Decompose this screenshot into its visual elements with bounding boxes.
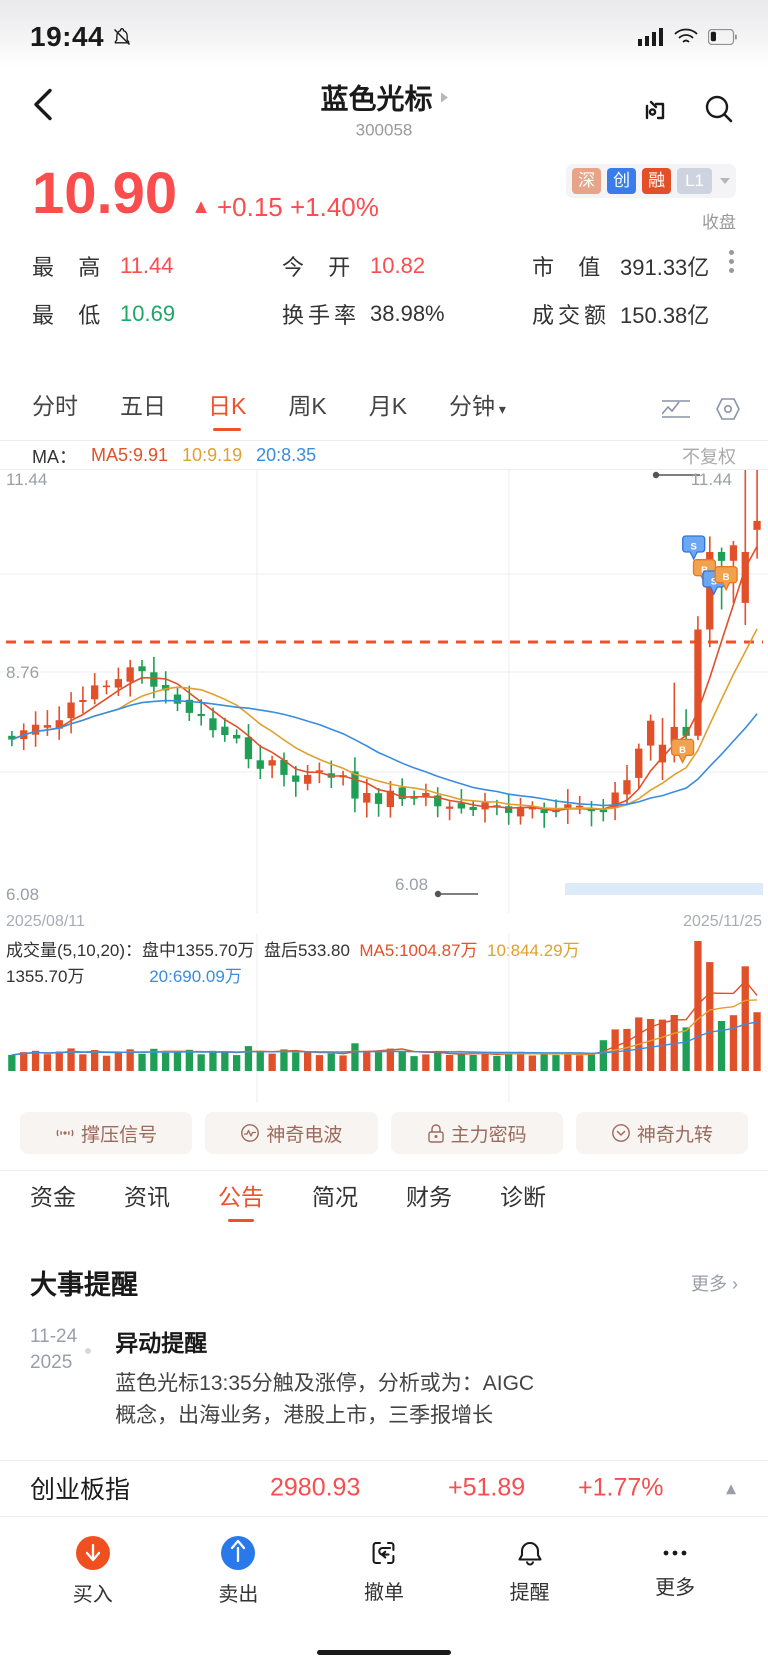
svg-text:B: B [679, 745, 686, 756]
svg-text:S: S [691, 542, 697, 553]
svg-text:B: B [723, 572, 730, 583]
